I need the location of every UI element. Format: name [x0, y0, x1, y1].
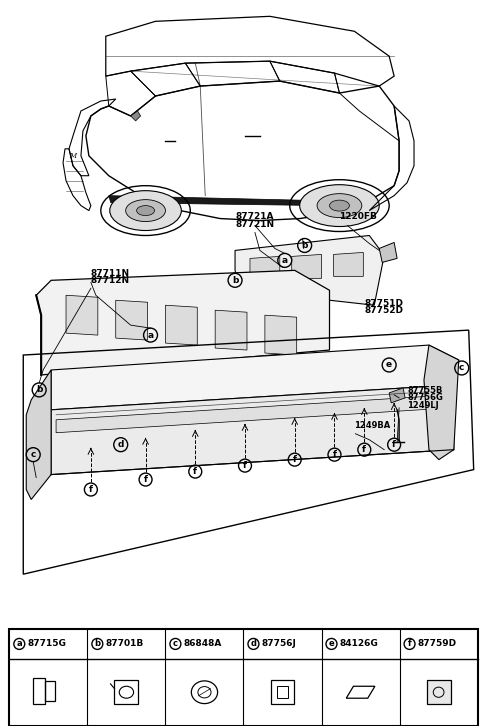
Text: 86848A: 86848A — [183, 640, 222, 648]
Ellipse shape — [330, 200, 349, 211]
Polygon shape — [292, 254, 321, 278]
Ellipse shape — [126, 200, 166, 222]
Text: 87712N: 87712N — [91, 276, 130, 285]
Text: e: e — [329, 640, 335, 648]
Text: b: b — [232, 276, 238, 285]
Text: c: c — [173, 640, 178, 648]
Polygon shape — [131, 111, 141, 121]
Text: b: b — [301, 241, 308, 250]
Text: 87721N: 87721N — [235, 220, 275, 228]
Ellipse shape — [110, 190, 181, 230]
Text: d: d — [117, 440, 124, 449]
Text: 87755B: 87755B — [407, 386, 442, 395]
Polygon shape — [51, 385, 454, 475]
Text: 87711N: 87711N — [91, 269, 130, 278]
Text: b: b — [36, 385, 42, 395]
Polygon shape — [116, 300, 148, 340]
Text: 87756G: 87756G — [407, 393, 443, 402]
Text: 87759D: 87759D — [417, 640, 457, 648]
Text: c: c — [31, 450, 36, 459]
Polygon shape — [265, 316, 297, 355]
Text: f: f — [193, 467, 197, 476]
Text: 87751D: 87751D — [364, 300, 403, 308]
Text: f: f — [89, 485, 93, 494]
Polygon shape — [66, 295, 98, 335]
Text: f: f — [333, 450, 337, 459]
Polygon shape — [166, 305, 197, 345]
Text: a: a — [17, 640, 22, 648]
Polygon shape — [235, 236, 384, 305]
Ellipse shape — [137, 206, 154, 216]
Polygon shape — [215, 310, 247, 350]
Polygon shape — [109, 193, 349, 206]
Text: 1249LJ: 1249LJ — [407, 401, 439, 410]
Polygon shape — [51, 345, 459, 410]
Text: f: f — [144, 475, 148, 484]
Text: a: a — [281, 256, 288, 265]
Text: f: f — [293, 455, 297, 464]
Text: M: M — [70, 152, 76, 160]
Polygon shape — [26, 370, 51, 499]
Text: a: a — [148, 331, 153, 340]
Ellipse shape — [300, 185, 379, 227]
Text: 87756J: 87756J — [262, 640, 296, 648]
Text: b: b — [94, 640, 100, 648]
Text: c: c — [459, 364, 465, 372]
Text: 87721A: 87721A — [236, 212, 274, 220]
Text: 84126G: 84126G — [339, 640, 378, 648]
Text: f: f — [243, 461, 247, 470]
Polygon shape — [334, 252, 363, 276]
Polygon shape — [424, 345, 459, 459]
Text: 87715G: 87715G — [27, 640, 66, 648]
Text: 87701B: 87701B — [105, 640, 144, 648]
Polygon shape — [379, 243, 397, 262]
Text: 87752D: 87752D — [364, 306, 403, 316]
Polygon shape — [36, 270, 330, 375]
Text: 1220FB: 1220FB — [339, 212, 377, 220]
Text: 1249BA: 1249BA — [355, 421, 391, 430]
Text: f: f — [392, 440, 396, 449]
Polygon shape — [389, 388, 405, 403]
Text: f: f — [362, 445, 366, 454]
Text: f: f — [408, 640, 412, 648]
Text: d: d — [250, 640, 257, 648]
Polygon shape — [250, 257, 280, 281]
Ellipse shape — [317, 193, 362, 217]
Text: e: e — [386, 361, 392, 369]
Polygon shape — [56, 395, 451, 433]
FancyBboxPatch shape — [427, 680, 450, 704]
